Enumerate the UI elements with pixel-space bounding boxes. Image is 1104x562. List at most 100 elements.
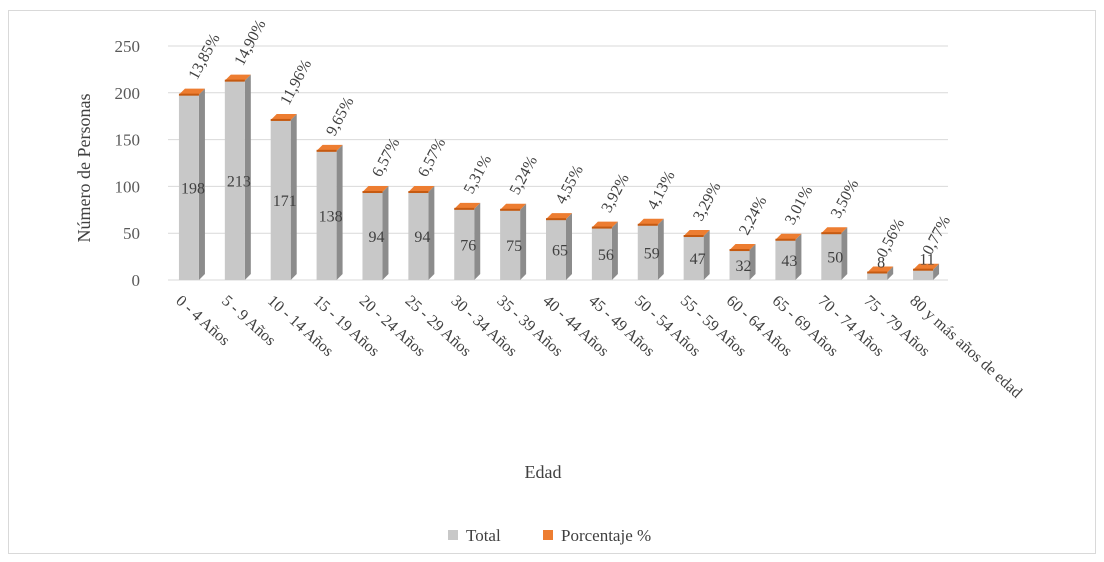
percent-label: 4,55% [553,163,587,207]
bar-cap-edge [867,271,888,274]
bar-side [887,266,894,280]
percent-label: 3,01% [782,183,816,227]
x-axis-title: Edad [525,462,562,482]
bar-front [178,94,199,280]
bar-cap [408,186,435,193]
bars [178,74,940,281]
bar-cap [270,113,297,120]
bar-front [316,150,337,280]
bar-front [821,233,842,280]
value-label: 65 [552,243,568,260]
bar-cap-edge [591,226,612,229]
bar [546,213,572,280]
bar [775,233,802,280]
percent-label: 2,24% [736,193,770,237]
bar-side [566,213,572,280]
bar-side [703,230,710,280]
percent-label: 6,57% [415,135,449,179]
bar [178,88,205,280]
value-label: 43 [781,253,797,270]
bar-cap-edge [454,207,475,210]
bar [729,244,756,280]
bar-side [841,227,848,280]
percent-label: 0,77% [920,213,954,257]
bar-front [775,239,796,280]
bar [683,230,710,280]
bar-cap-edge [729,249,750,252]
y-axis-title: Número de Personas [74,94,94,243]
bar [867,266,894,280]
bar-cap [316,144,343,151]
bar-side [611,221,618,280]
bar-cap-edge [637,223,658,226]
bar-front [270,119,291,280]
bar-side [336,144,343,280]
bar-side [198,88,205,280]
bar-cap-edge [913,268,934,271]
bar-side [244,74,251,280]
bar-front [867,272,888,280]
value-label: 59 [644,245,660,262]
y-tick-label: 100 [115,177,141,196]
value-label: 171 [273,193,297,210]
value-label: 138 [319,208,343,225]
y-tick-label: 150 [115,131,141,150]
percent-label: 0,56% [874,216,908,260]
bar [591,221,618,280]
value-label: 11 [919,252,934,269]
bar-front [591,227,612,280]
bar-cap [454,202,481,209]
bar-front [408,192,429,280]
bar-cap [683,230,710,237]
bar [316,144,343,280]
bar-side [749,244,756,280]
value-label: 56 [598,247,614,264]
bar-cap-edge [821,232,842,235]
bar-cap [867,266,894,273]
bar-cap [913,263,940,270]
bar-cap [224,74,251,81]
value-label: 94 [368,229,384,246]
bar-cap-edge [178,93,199,96]
bar-front [913,269,934,280]
percent-label: 3,50% [828,177,862,221]
value-label: 32 [736,258,752,275]
percent-label: 6,57% [369,135,403,179]
bar [913,263,940,280]
bar-side [933,263,940,280]
bar-front [546,219,566,280]
value-label: 75 [506,238,522,255]
bar-cap [591,221,618,228]
percent-label: 4,13% [644,168,678,212]
bar-cap [546,213,572,220]
bar-cap [500,203,527,210]
bar [408,186,435,280]
percent-label: 3,92% [598,171,632,215]
bar [362,186,389,280]
bar-cap-edge [683,235,704,238]
bar-cap-edge [408,191,429,194]
bar-front [224,80,245,281]
bar-cap-edge [362,191,383,194]
value-label: 47 [690,251,706,268]
bar-front [500,209,521,280]
bar-cap [362,186,389,193]
legend-label-porcentaje: Porcentaje % [561,526,651,545]
percent-label: 5,24% [507,153,541,197]
percent-label: 9,65% [323,94,357,138]
bar-side [290,113,297,280]
bar-front [454,208,475,280]
value-label: 8 [877,255,885,272]
percent-label: 14,90% [231,17,269,69]
bar-cap [178,88,205,95]
bar-front [729,250,750,280]
value-label: 213 [227,173,251,190]
legend-label-total: Total [466,526,501,545]
bar-cap-edge [224,79,245,82]
bar-side [474,202,481,280]
legend-swatch-total [448,530,458,540]
legend: Total Porcentaje % [448,526,651,545]
y-tick-label: 200 [115,84,141,103]
